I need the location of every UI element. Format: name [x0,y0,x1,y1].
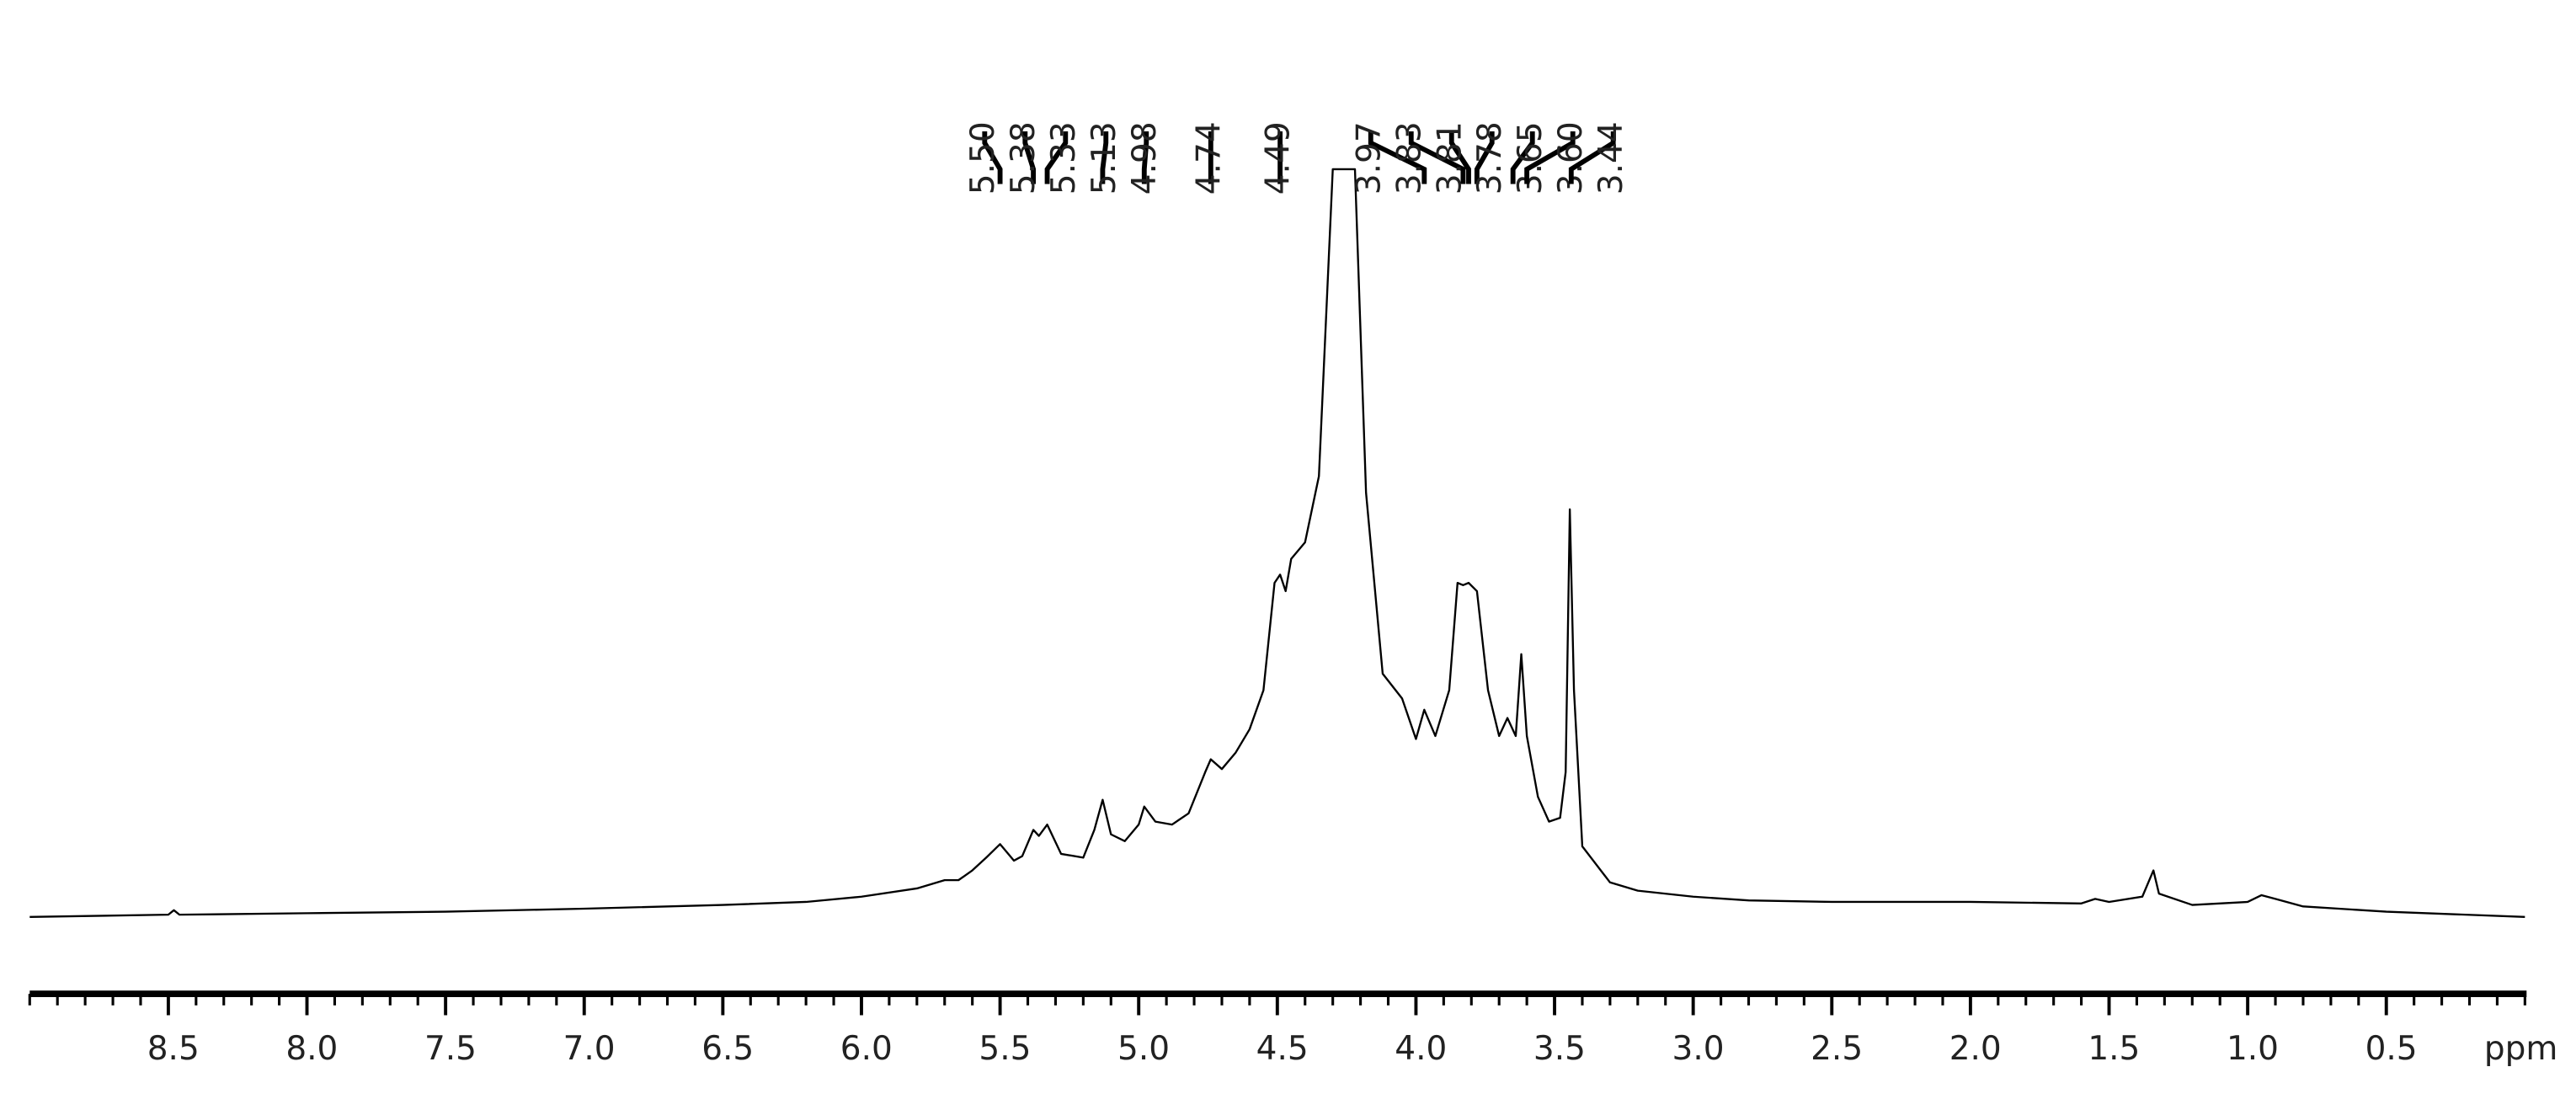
x-tick-label: 7.5 [424,1030,477,1068]
peak-marker [1141,131,1149,184]
x-tick-label: 6.5 [701,1030,754,1068]
peak-marker [1474,131,1495,184]
peak-label: 5.50 [964,121,1002,195]
peak-marker [1408,131,1466,184]
peak-label: 3.44 [1592,121,1630,195]
peak-marker [1100,131,1109,184]
x-tick-label: 3.5 [1533,1030,1586,1068]
x-tick-label: 8.5 [147,1030,200,1068]
peak-label: 5.33 [1045,121,1083,195]
x-tick-label: 0.5 [2365,1030,2418,1068]
peak-label: 3.83 [1390,121,1428,195]
peak-label: 3.97 [1350,121,1388,195]
peak-label: 4.98 [1126,121,1164,195]
x-tick-label: 2.5 [1811,1030,1863,1068]
x-tick-label: 1.5 [2088,1030,2140,1068]
x-tick-label: 4.5 [1256,1030,1309,1068]
x-tick-label: 7.0 [563,1030,616,1068]
peak-label: 3.78 [1471,121,1509,195]
x-tick-label: 1.0 [2227,1030,2279,1068]
peak-marker [982,131,1003,184]
peak-marker [1022,131,1037,184]
peak-marker [1044,131,1069,184]
peak-label: 5.38 [1005,121,1043,195]
peak-marker [1448,131,1471,184]
x-tick-label: 6.0 [840,1030,893,1068]
x-tick-label: 5.5 [979,1030,1031,1068]
x-tick-label: 4.0 [1395,1030,1447,1068]
peak-marker [1368,131,1427,184]
peak-marker [1568,131,1616,184]
x-axis-label: ppm [2484,1030,2558,1068]
x-tick-label: 8.0 [285,1030,338,1068]
spectrum-line [29,168,2525,918]
x-tick-label: 3.0 [1672,1030,1725,1068]
peak-label: 4.74 [1190,121,1228,195]
peak-label: 4.49 [1260,121,1298,195]
x-tick-label: 2.0 [1949,1030,2002,1068]
peak-label: 5.13 [1085,121,1123,195]
peak-marker [1510,131,1535,184]
x-tick-label: 5.0 [1117,1030,1170,1068]
peak-label: 3.81 [1431,121,1469,195]
peak-marker [1524,131,1576,184]
